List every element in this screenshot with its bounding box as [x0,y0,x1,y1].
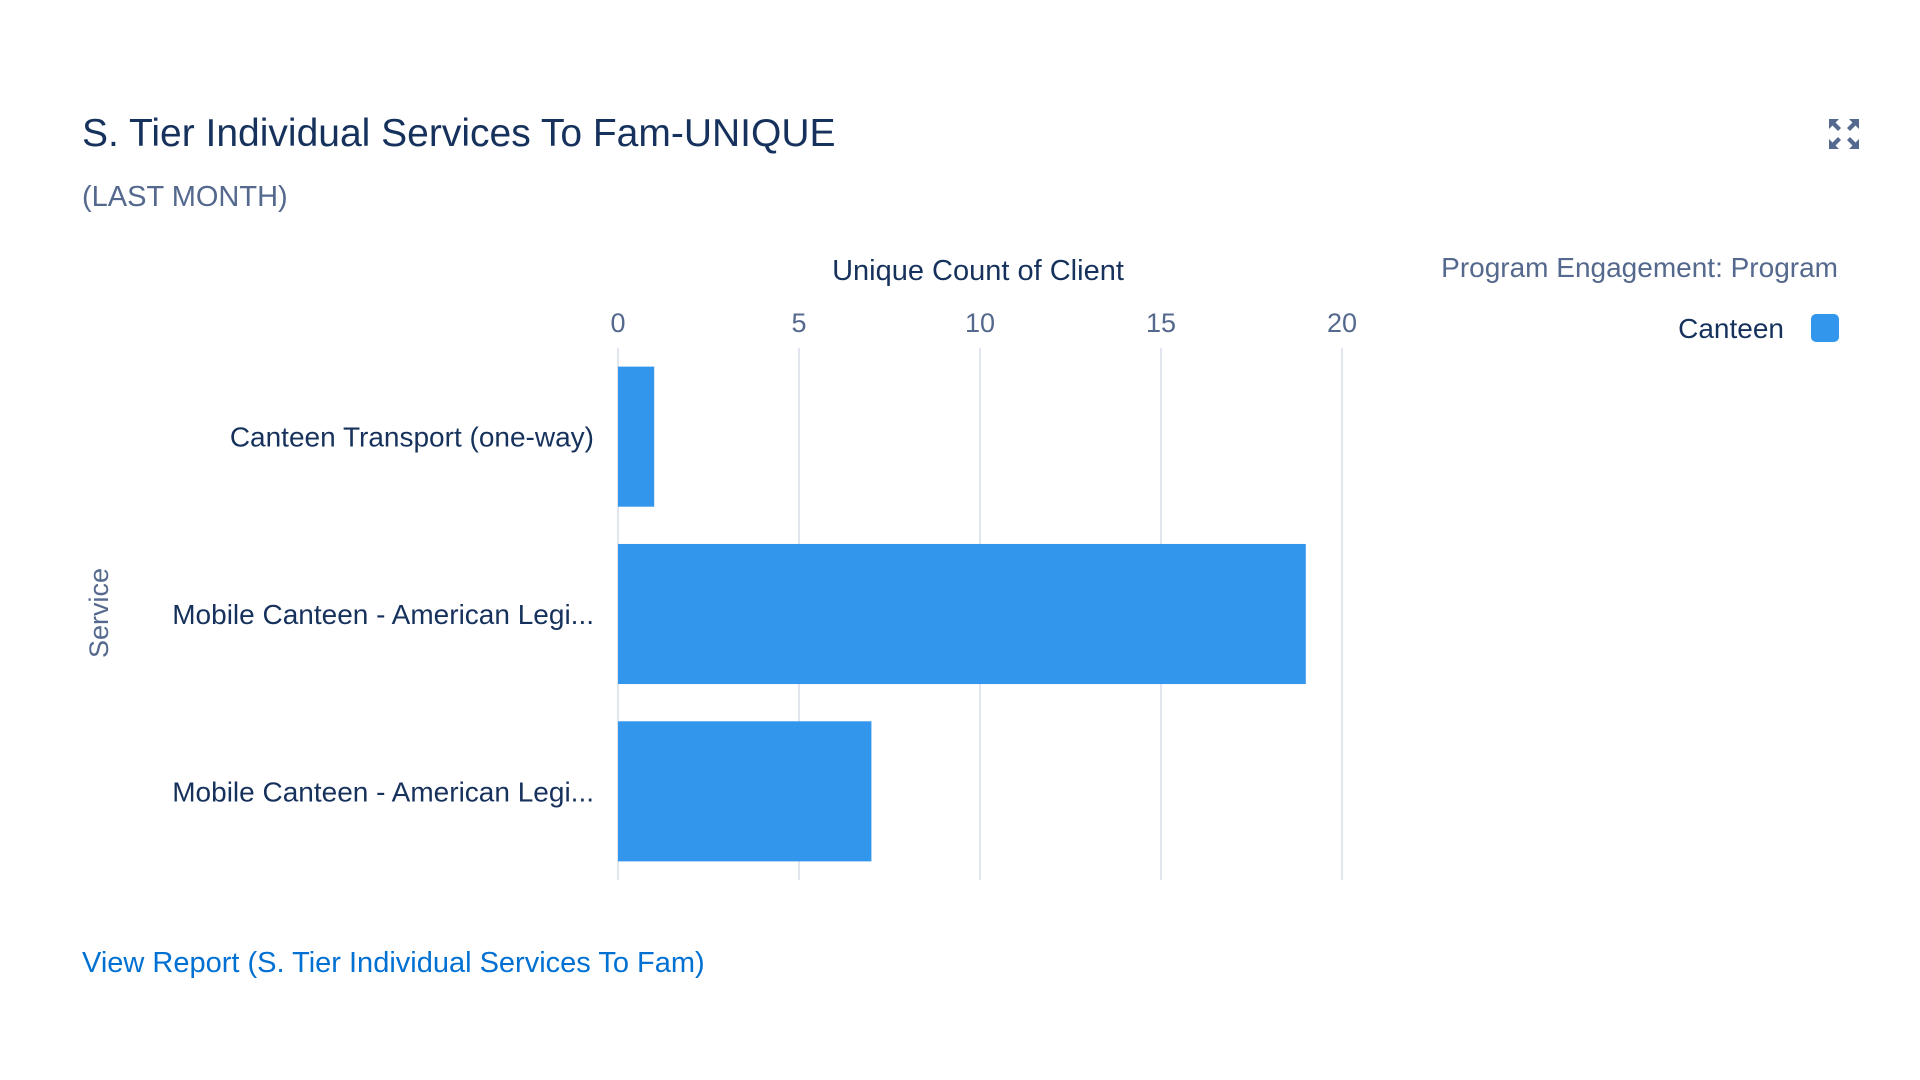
expand-button[interactable] [1826,116,1862,152]
legend-item-label: Canteen [1678,313,1784,344]
chart-title: S. Tier Individual Services To Fam-UNIQU… [82,112,836,155]
bar[interactable] [618,721,872,862]
legend-swatch[interactable] [1811,314,1839,342]
chart-subtitle: (LAST MONTH) [82,181,288,213]
x-tick-label: 5 [791,308,806,338]
category-label: Mobile Canteen - American Legi... [172,776,594,807]
x-tick-label: 0 [610,308,625,338]
category-label: Canteen Transport (one-way) [230,422,594,453]
bar[interactable] [618,366,655,507]
x-tick-label: 15 [1146,308,1176,338]
view-report-link[interactable]: View Report (S. Tier Individual Services… [82,947,705,979]
x-tick-label: 20 [1327,308,1357,338]
bar[interactable] [618,543,1306,685]
category-label: Mobile Canteen - American Legi... [172,599,594,630]
legend-title: Program Engagement: Program [1441,252,1838,283]
x-axis-label: Unique Count of Client [832,255,1124,287]
y-axis-label: Service [84,568,114,658]
x-tick-label: 10 [965,308,995,338]
expand-icon [1829,119,1859,149]
